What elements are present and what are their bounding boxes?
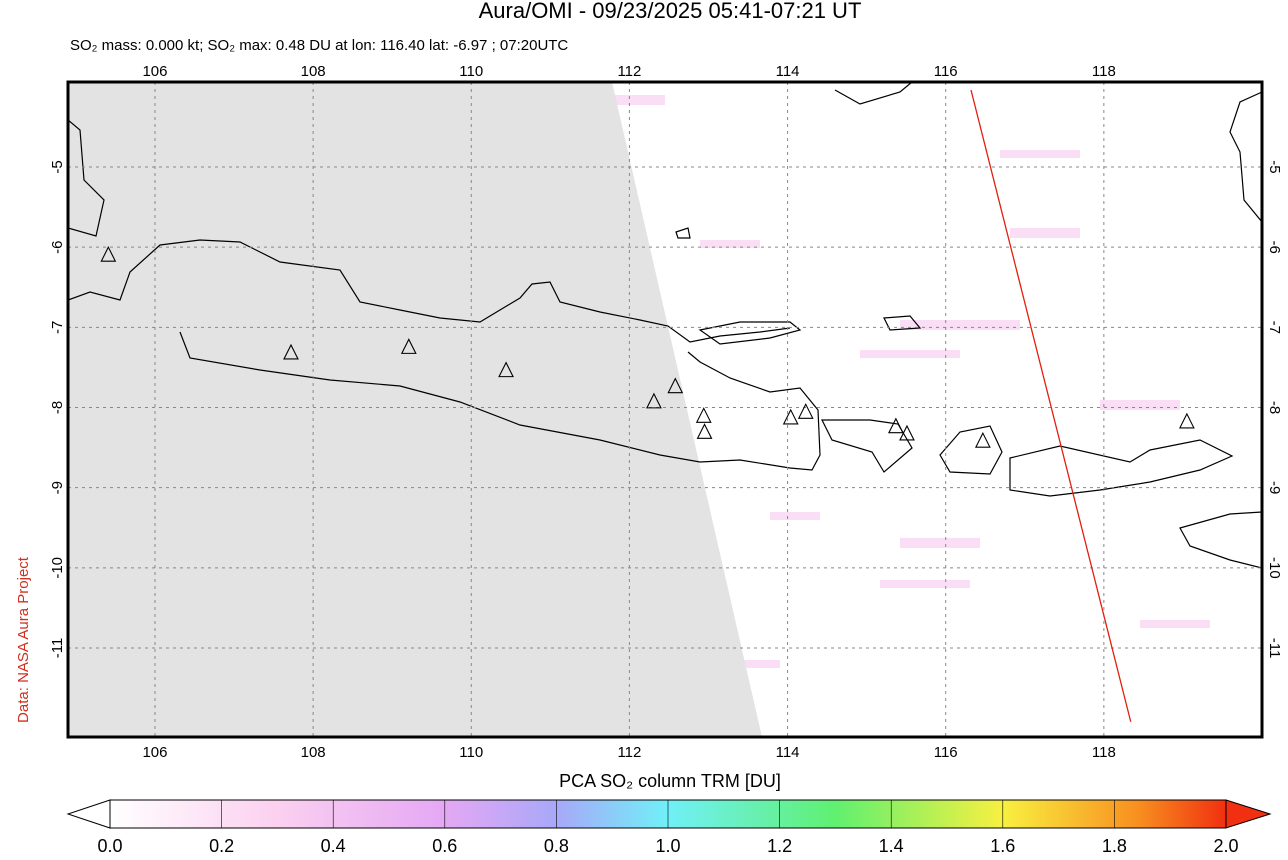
y-tick-label-right: -5	[1266, 160, 1283, 173]
volcano	[100, 245, 117, 262]
y-tick-label-left: -5	[49, 160, 66, 173]
colorbar-tick-label: 0.0	[97, 836, 122, 855]
y-tick-label-left: -6	[49, 240, 66, 253]
y-tick-label-left: -11	[49, 638, 66, 659]
volcano	[400, 338, 417, 354]
volcano	[1178, 412, 1195, 429]
colorbar-tick-label: 1.8	[1102, 836, 1127, 855]
colorbar-tick-label: 0.8	[544, 836, 569, 855]
y-tick-label-right: -9	[1266, 481, 1283, 494]
colorbar-high-end	[1225, 799, 1272, 829]
y-tick-label-left: -8	[49, 401, 66, 414]
y-tick-label-right: -6	[1266, 240, 1283, 253]
colorbar-tick-label: 1.2	[767, 836, 792, 855]
colorbar-label: PCA SO₂ column TRM [DU]	[559, 771, 781, 791]
y-tick-label-left: -9	[49, 481, 66, 494]
credit: Data: NASA Aura Project	[15, 556, 32, 723]
volcano	[667, 377, 684, 394]
x-tick-label-bottom: 110	[459, 744, 483, 761]
x-tick-label-top: 108	[301, 63, 326, 80]
volcano	[797, 403, 814, 419]
x-tick-label-top: 112	[617, 63, 641, 80]
x-tick-label-bottom: 108	[301, 744, 326, 761]
subtitle: SO₂ mass: 0.000 kt; SO₂ max: 0.48 DU at …	[70, 37, 568, 54]
map-frame	[66, 80, 1264, 739]
volcano	[696, 423, 713, 439]
y-tick-label-left: -10	[49, 557, 66, 579]
colorbar-tick-label: 1.0	[655, 836, 680, 855]
x-tick-label-top: 110	[459, 63, 483, 80]
y-tick-label-left: -7	[49, 321, 66, 334]
x-tick-label-bottom: 116	[934, 744, 958, 761]
map-marks	[100, 89, 1195, 722]
y-tick-label-right: -7	[1266, 321, 1283, 334]
x-tick-label-top: 106	[142, 63, 167, 80]
volcano	[782, 408, 799, 425]
colorbar-low-end	[66, 799, 111, 829]
title: Aura/OMI - 09/23/2025 05:41-07:21 UT	[479, 0, 862, 23]
x-tick-label-top: 118	[1092, 63, 1116, 80]
no-data-region	[68, 82, 762, 737]
map-body	[68, 82, 1262, 737]
coastlines	[68, 82, 1262, 569]
x-tick-label-bottom: 112	[617, 744, 641, 761]
x-tick-label-bottom: 118	[1092, 744, 1116, 761]
colorbar-tick-label: 0.6	[432, 836, 457, 855]
x-tick-label-bottom: 106	[142, 744, 167, 761]
volcano	[888, 417, 904, 434]
x-tick-label-bottom: 114	[776, 744, 800, 761]
volcano	[974, 431, 991, 448]
colorbar-tick-label: 2.0	[1213, 836, 1238, 855]
graticule	[68, 82, 1262, 737]
volcano	[695, 407, 712, 423]
x-tick-label-top: 114	[776, 63, 800, 80]
y-tick-label-right: -11	[1266, 638, 1283, 659]
swaths	[615, 95, 1210, 668]
colorbar-tick-label: 0.2	[209, 836, 234, 855]
colorbar-tick-label: 1.4	[879, 836, 904, 855]
volcano	[646, 392, 662, 409]
volcano	[899, 424, 915, 441]
colorbar-tick-label: 1.6	[990, 836, 1015, 855]
volcano	[283, 343, 299, 360]
y-tick-label-right: -10	[1266, 557, 1283, 579]
orbit-track	[970, 89, 1132, 722]
colorbar-tick-label: 0.4	[321, 836, 346, 855]
axes: 106 106 108 108 110 110 112 112 114 114 116 116 118 1…	[49, 63, 1283, 856]
x-tick-label-top: 116	[934, 63, 958, 80]
volcano	[498, 361, 514, 378]
y-tick-label-right: -8	[1266, 401, 1283, 414]
